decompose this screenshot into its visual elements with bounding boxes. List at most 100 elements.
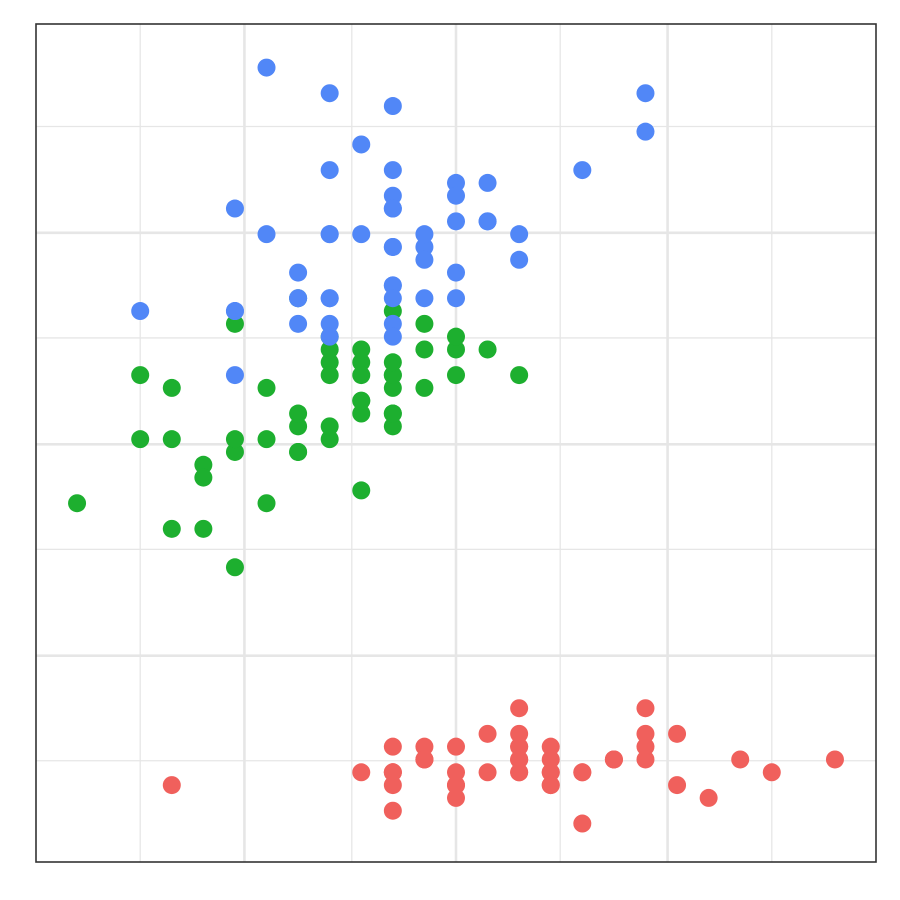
point xyxy=(194,468,213,487)
point xyxy=(352,225,371,244)
point xyxy=(289,263,308,282)
point xyxy=(257,225,276,244)
point xyxy=(383,801,402,820)
point xyxy=(510,366,529,385)
point xyxy=(383,314,402,333)
point xyxy=(320,353,339,372)
point xyxy=(383,186,402,205)
point xyxy=(510,699,529,718)
point xyxy=(447,289,465,308)
point xyxy=(352,763,371,782)
point xyxy=(383,353,402,372)
point xyxy=(383,404,402,423)
point xyxy=(699,788,718,807)
point xyxy=(352,353,371,372)
point xyxy=(383,327,402,346)
point xyxy=(383,97,402,116)
point xyxy=(541,763,560,782)
point xyxy=(352,404,371,423)
point xyxy=(573,763,592,782)
point xyxy=(162,519,181,538)
point xyxy=(447,776,465,795)
point xyxy=(541,750,560,769)
point xyxy=(478,340,497,359)
point xyxy=(320,430,339,449)
point xyxy=(478,173,497,192)
point xyxy=(383,289,402,308)
point xyxy=(415,314,434,333)
point xyxy=(447,173,465,192)
point xyxy=(510,763,529,782)
point xyxy=(383,417,402,436)
point xyxy=(320,84,339,103)
point xyxy=(415,378,434,397)
point xyxy=(604,750,623,769)
point xyxy=(447,737,465,756)
point xyxy=(68,494,87,513)
point xyxy=(320,289,339,308)
point xyxy=(478,763,497,782)
point xyxy=(415,737,434,756)
point xyxy=(320,327,339,346)
point xyxy=(636,750,655,769)
point xyxy=(352,481,371,500)
point xyxy=(383,366,402,385)
point xyxy=(668,776,687,795)
panel-border xyxy=(35,23,877,863)
point xyxy=(289,442,308,461)
point xyxy=(447,788,465,807)
point xyxy=(668,724,687,743)
point xyxy=(320,225,339,244)
point xyxy=(762,763,781,782)
point xyxy=(225,442,244,461)
point xyxy=(447,212,465,231)
point xyxy=(257,430,276,449)
point xyxy=(289,289,308,308)
point xyxy=(225,302,244,321)
point xyxy=(131,430,150,449)
point xyxy=(162,776,181,795)
point xyxy=(383,161,402,180)
point xyxy=(510,724,529,743)
point xyxy=(289,314,308,333)
point xyxy=(131,302,150,321)
point xyxy=(447,186,465,205)
point xyxy=(320,417,339,436)
point xyxy=(257,378,276,397)
point xyxy=(194,455,213,474)
point xyxy=(636,122,655,141)
point xyxy=(320,314,339,333)
point xyxy=(352,366,371,385)
point xyxy=(415,289,434,308)
point xyxy=(225,366,244,385)
point xyxy=(541,776,560,795)
point xyxy=(162,378,181,397)
point xyxy=(447,366,465,385)
point xyxy=(636,737,655,756)
point xyxy=(383,737,402,756)
point xyxy=(415,340,434,359)
point xyxy=(478,724,497,743)
point xyxy=(573,814,592,833)
point xyxy=(257,58,276,77)
point xyxy=(383,776,402,795)
point xyxy=(383,302,402,321)
point xyxy=(352,340,371,359)
point xyxy=(447,327,465,346)
point xyxy=(194,519,213,538)
point xyxy=(447,763,465,782)
point xyxy=(320,366,339,385)
point xyxy=(415,750,434,769)
point xyxy=(636,84,655,103)
point xyxy=(383,763,402,782)
point xyxy=(225,199,244,218)
point xyxy=(225,558,244,577)
point xyxy=(131,366,150,385)
point xyxy=(541,737,560,756)
point xyxy=(510,250,529,269)
point xyxy=(636,699,655,718)
point xyxy=(415,250,434,269)
point xyxy=(225,430,244,449)
point xyxy=(225,314,244,333)
